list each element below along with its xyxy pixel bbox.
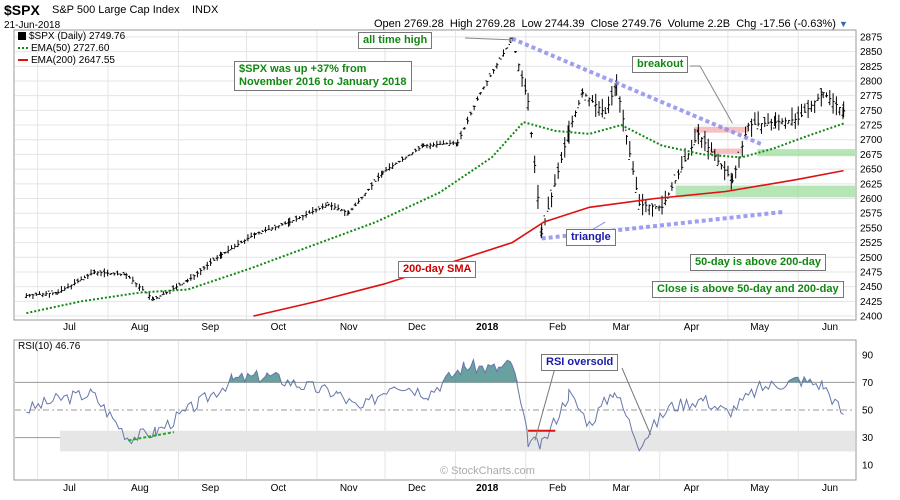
annotation-200-day-sma: 200-day SMA [398,261,477,278]
triangle-upper-line [511,36,763,147]
rsi-x-tick-label: Oct [271,483,287,494]
rsi-x-tick-label: Sep [201,483,219,494]
price-y-tick-label: 2475 [860,267,883,278]
open-value: 2769.28 [403,18,444,30]
legend-price: $SPX (Daily) 2749.76 [18,31,125,43]
price-x-tick-label: Mar [613,322,631,333]
legend-price-swatch [18,32,26,41]
price-y-tick-label: 2800 [860,76,883,87]
rsi-x-tick-label: Apr [684,483,700,494]
price-x-tick-label: 2018 [476,322,499,333]
price-x-tick-label: Jun [822,322,838,333]
rsi-label: RSI(10) 46.76 [18,341,81,352]
price-y-tick-label: 2650 [860,165,883,176]
resistance-zone-upper [693,126,749,133]
close-value: 2749.76 [621,18,662,30]
price-y-tick-label: 2400 [860,312,883,323]
price-legend: $SPX (Daily) 2749.76 EMA(50) 2727.60 EMA… [18,31,125,67]
price-x-tick-label: Nov [340,322,358,333]
volume-value: 2.2B [707,18,731,30]
low-value: 2744.39 [544,18,585,30]
high-value: 2769.28 [475,18,516,30]
rsi-y-tick-label: 10 [862,461,874,472]
rsi-x-tick-label: Feb [549,483,567,494]
price-y-tick-label: 2525 [860,238,883,249]
rsi-x-tick-label: Aug [131,483,149,494]
price-x-tick-label: Oct [271,322,287,333]
rsi-x-tick-label: Mar [613,483,631,494]
price-y-tick-label: 2425 [860,297,883,308]
legend-ema50-swatch [18,47,28,50]
exchange: INDX [192,4,219,16]
price-y-tick-label: 2575 [860,209,883,220]
price-y-tick-label: 2700 [860,135,883,146]
price-x-tick-label: Feb [549,322,567,333]
rsi-y-tick-label: 50 [862,406,874,417]
ema200-line [253,169,844,317]
price-y-tick-label: 2825 [860,62,883,73]
rsi-y-tick-label: 70 [862,378,874,389]
price-y-tick-label: 2675 [860,150,883,161]
annotation-rsi-oversold: RSI oversold [541,354,619,371]
description: S&P 500 Large Cap Index [52,4,180,16]
price-y-tick-label: 2625 [860,179,883,190]
legend-ema200-swatch [18,59,28,62]
rsi-x-tick-label: 2018 [476,483,499,494]
price-x-tick-label: Apr [684,322,700,333]
rsi-oversold-pointer-right [621,367,652,436]
all-time-high-pointer [464,37,511,41]
price-y-tick-label: 2775 [860,91,883,102]
rsi-x-tick-label: Nov [340,483,358,494]
price-x-tick-label: Jul [63,322,76,333]
rsi-divergence-line [128,431,175,442]
rsi-x-tick-label: Jun [822,483,838,494]
annotation-breakout: breakout [632,56,689,73]
annotation-50-above-200: 50-day is above 200-day [690,254,826,271]
watermark: © StockCharts.com [440,465,535,477]
price-x-tick-label: Aug [131,322,149,333]
annotation-up37: $SPX was up +37% from November 2016 to J… [234,61,412,91]
rsi-line [26,357,844,452]
breakout-pointer [690,65,733,124]
price-x-tick-label: May [750,322,769,333]
price-y-tick-label: 2875 [860,32,883,43]
rsi-x-tick-label: Jul [63,483,76,494]
rsi-oversold-band [60,430,855,452]
rsi-y-tick-label: 30 [862,433,874,444]
rsi-x-tick-label: May [750,483,769,494]
price-x-tick-label: Dec [408,322,426,333]
price-x-tick-label: Sep [201,322,219,333]
chart-date: 21-Jun-2018 [4,20,61,31]
price-y-tick-label: 2500 [860,253,883,264]
breakout-zone [757,149,855,157]
annotation-close-above: Close is above 50-day and 200-day [652,281,844,298]
rsi-x-tick-label: Dec [408,483,426,494]
rsi-oversold-pointer-left [534,367,556,441]
triangle-lower-line [541,210,783,241]
price-y-tick-label: 2750 [860,106,883,117]
chart-header: $SPX S&P 500 Large Cap Index INDX 21-Jun… [4,2,896,31]
resistance-zone-lower [709,148,742,154]
price-y-tick-label: 2600 [860,194,883,205]
symbol: $SPX [4,2,40,18]
legend-ema50: EMA(50) 2727.60 [18,43,125,55]
down-triangle-icon[interactable]: ▼ [838,19,848,29]
annotation-triangle: triangle [566,229,616,246]
price-y-tick-label: 2850 [860,47,883,58]
price-y-tick-label: 2450 [860,282,883,293]
legend-ema200: EMA(200) 2647.55 [18,55,125,67]
support-zone [675,185,855,198]
ohlc-readout: Open 2769.28 High 2769.28 Low 2744.39 Cl… [374,18,848,30]
rsi-y-tick-label: 90 [862,350,874,361]
price-y-tick-label: 2550 [860,223,883,234]
chg-value: -17.56 (-0.63%) [759,18,836,30]
annotation-all-time-high: all time high [358,32,433,49]
price-y-tick-label: 2725 [860,121,883,132]
